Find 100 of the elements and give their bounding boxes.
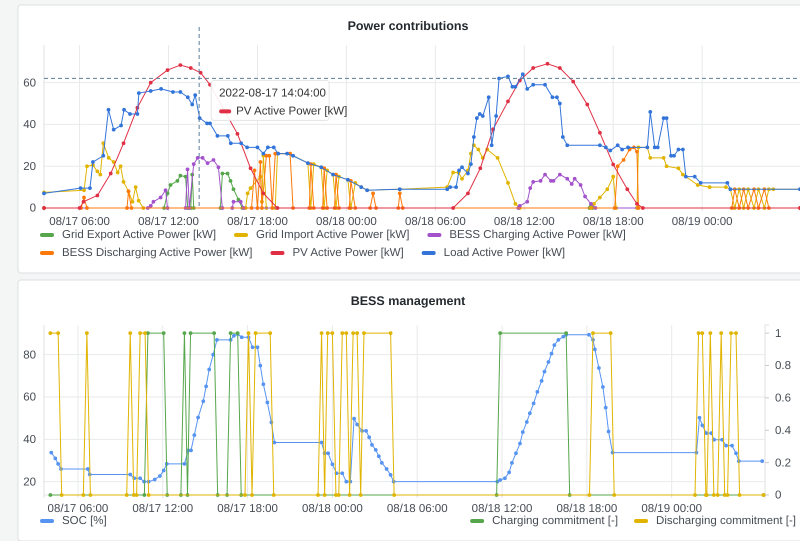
point <box>260 206 264 210</box>
legend-label: BESS Discharging Active Power [kW] <box>62 247 252 259</box>
x-tick-label: 08/18 06:00 <box>404 216 466 228</box>
legend-label: Grid Import Active Power [kW] <box>256 229 410 241</box>
point <box>558 172 562 176</box>
point <box>226 172 230 176</box>
chart-title: BESS management <box>350 294 466 308</box>
y2-tick-label: 0 <box>775 490 782 502</box>
point <box>546 62 550 66</box>
point <box>125 206 129 210</box>
point <box>148 204 153 208</box>
point <box>152 200 156 204</box>
point <box>558 66 562 70</box>
point <box>572 176 577 181</box>
point <box>212 158 216 162</box>
y-tick-label: 0 <box>30 202 36 215</box>
point <box>641 206 645 210</box>
point <box>82 200 86 204</box>
point <box>616 164 620 168</box>
y2-tick-label: 0.6 <box>775 392 791 405</box>
x-tick-label: 08/17 18:00 <box>217 503 278 516</box>
point <box>248 166 252 170</box>
x-tick-label: 08/18 00:00 <box>302 503 363 516</box>
x-tick-label: 08/17 06:00 <box>48 503 108 516</box>
point <box>108 172 113 176</box>
point <box>198 70 203 75</box>
x-tick-label: 08/18 18:00 <box>582 216 644 228</box>
y2-tick-label: 0.2 <box>775 457 791 470</box>
point <box>276 206 280 210</box>
point <box>148 80 153 84</box>
point <box>196 156 200 160</box>
point <box>635 150 639 154</box>
x-tick-label: 08/18 06:00 <box>386 503 448 516</box>
x-tick-label: 08/17 12:00 <box>132 503 194 516</box>
point <box>262 192 266 196</box>
point <box>85 206 89 210</box>
point <box>611 162 616 166</box>
point <box>236 132 240 136</box>
point <box>625 187 630 192</box>
point <box>578 183 582 187</box>
x-tick-label: 08/18 12:00 <box>472 503 532 516</box>
x-tick-label: 08/17 12:00 <box>138 216 199 228</box>
point <box>252 168 256 172</box>
point <box>571 80 576 84</box>
y-tick-label: 20 <box>23 160 36 173</box>
point <box>371 192 375 196</box>
annotation: 2022-08-17 14:04:00 <box>219 87 326 100</box>
point <box>583 194 587 198</box>
point <box>552 178 556 183</box>
point <box>538 178 542 183</box>
point <box>543 172 547 176</box>
point <box>531 180 536 184</box>
y-tick-label: 40 <box>23 119 36 132</box>
chart-title: Power contributions <box>348 19 468 33</box>
x-tick-label: 08/17 18:00 <box>227 216 288 228</box>
point <box>166 68 170 72</box>
y2-tick-label: 0.4 <box>775 424 792 437</box>
point <box>565 176 570 181</box>
legend-label: Grid Export Active Power [kW] <box>62 229 216 241</box>
point <box>200 156 204 160</box>
point <box>622 158 626 162</box>
point <box>267 154 272 158</box>
point <box>232 187 236 192</box>
point <box>220 172 224 176</box>
point <box>186 167 190 172</box>
point <box>238 200 243 204</box>
point <box>258 160 262 164</box>
point <box>635 202 639 206</box>
y-tick-label: 40 <box>23 434 36 446</box>
point <box>188 66 193 70</box>
x-tick-label: 08/18 12:00 <box>494 216 555 228</box>
point <box>598 130 602 135</box>
y2-tick-label: 0.8 <box>775 360 791 372</box>
x-tick-label: 08/18 18:00 <box>556 503 618 516</box>
legend-label: SOC [%] <box>62 515 107 527</box>
point <box>158 196 162 200</box>
x-tick-label: 08/18 00:00 <box>316 216 377 228</box>
point <box>176 178 180 183</box>
point <box>82 196 86 200</box>
point <box>525 200 530 204</box>
point <box>228 178 232 183</box>
point <box>206 161 210 165</box>
x-tick-label: 08/17 06:00 <box>49 216 110 228</box>
point <box>478 166 482 170</box>
y-tick-label: 20 <box>23 476 36 488</box>
point <box>130 206 134 210</box>
point <box>122 141 126 146</box>
annotation: PV Active Power [kW] <box>236 105 348 118</box>
point <box>451 206 455 210</box>
legend-label: PV Active Power [kW] <box>292 247 404 259</box>
point <box>398 192 402 196</box>
legend-label: Charging commitment [-] <box>492 515 618 527</box>
y-tick-label: 80 <box>23 349 36 362</box>
point <box>589 202 593 206</box>
point <box>250 206 254 210</box>
x-tick-label: 08/19 00:00 <box>672 216 733 228</box>
point <box>506 100 510 104</box>
point <box>531 66 536 70</box>
point <box>178 174 182 178</box>
point <box>585 102 590 106</box>
